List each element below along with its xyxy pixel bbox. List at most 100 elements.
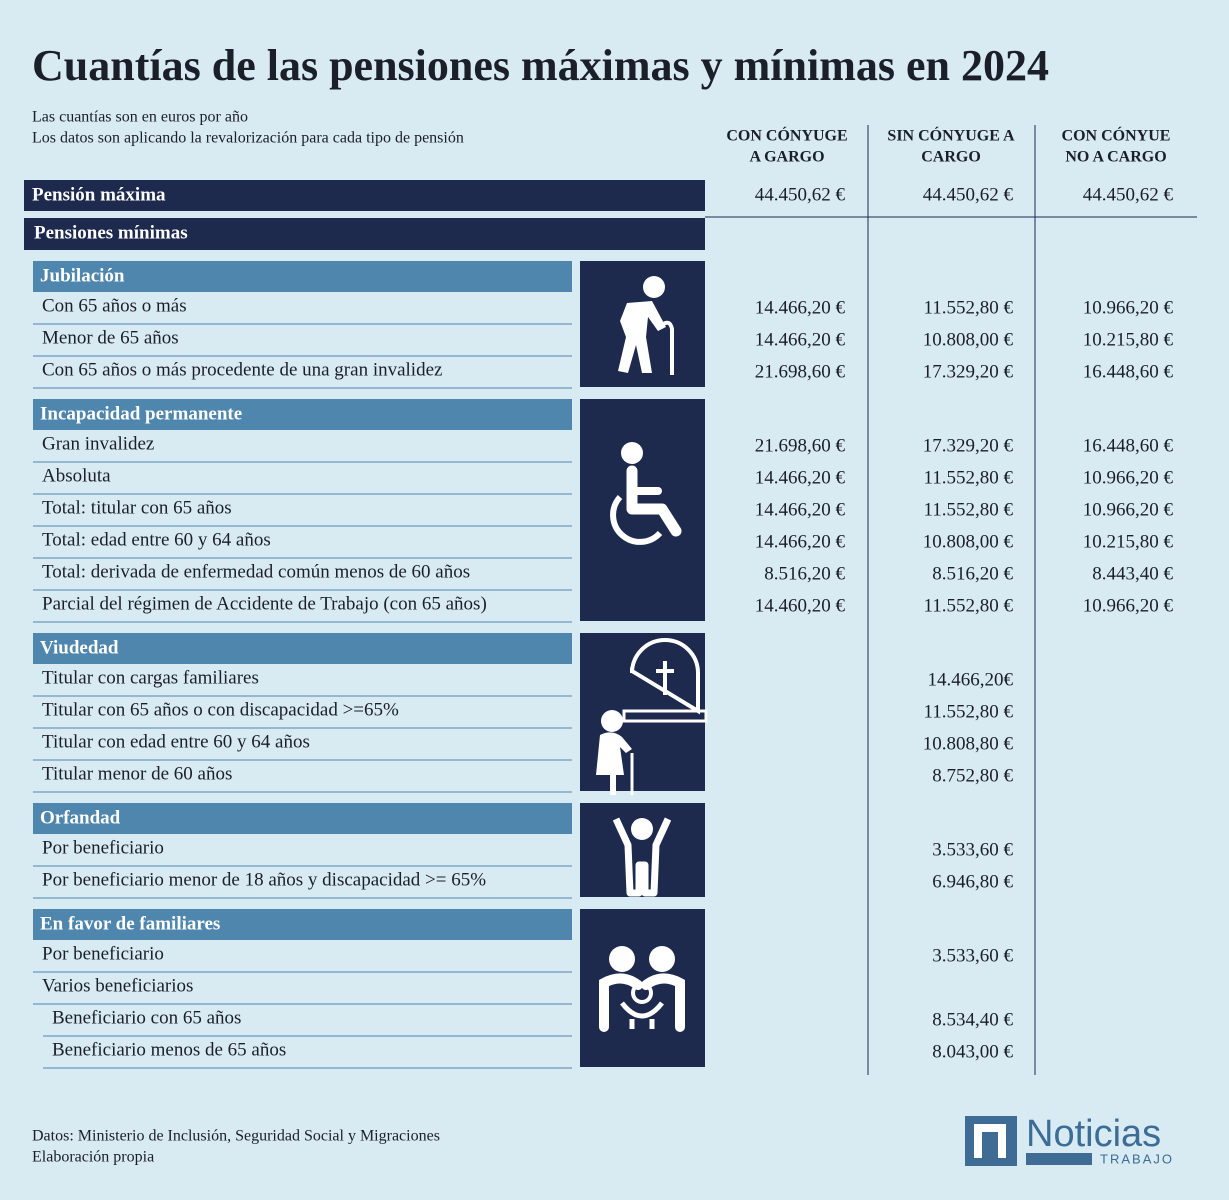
icon-shape bbox=[622, 709, 708, 723]
logo-box bbox=[965, 1116, 1017, 1166]
min-header: Pensiones mínimas bbox=[34, 222, 188, 243]
row-value: 16.448,60 € bbox=[1083, 361, 1174, 382]
row-value: 8.043,00 € bbox=[932, 1041, 1013, 1062]
row-label: Gran invalidez bbox=[42, 433, 154, 454]
icon-shape bbox=[649, 946, 675, 972]
icon-shape bbox=[596, 732, 632, 795]
logo-bar bbox=[1026, 1153, 1092, 1165]
row-value: 14.466,20€ bbox=[928, 669, 1014, 690]
section-header-bar bbox=[33, 909, 572, 940]
row-value: 14.460,20 € bbox=[755, 595, 846, 616]
column-header: NO A CARGO bbox=[1065, 149, 1166, 166]
row-value: 14.466,20 € bbox=[755, 531, 846, 552]
icon bbox=[618, 276, 674, 375]
row-label: Total: titular con 65 años bbox=[42, 497, 232, 518]
row-label: Por beneficiario menor de 18 años y disc… bbox=[42, 869, 486, 890]
logo-name: Noticias bbox=[1026, 1113, 1161, 1155]
icon-shape bbox=[609, 946, 635, 972]
section-title: Jubilación bbox=[40, 265, 125, 286]
section-title: Incapacidad permanente bbox=[40, 403, 242, 424]
row-label: Total: derivada de enfermedad común meno… bbox=[42, 561, 470, 582]
icon-shape bbox=[630, 638, 700, 715]
row-label: Beneficiario con 65 años bbox=[52, 1007, 241, 1028]
row-label: Parcial del régimen de Accidente de Trab… bbox=[42, 593, 487, 614]
logo-n bbox=[974, 1124, 1006, 1158]
max-value: 44.450,62 € bbox=[923, 184, 1014, 205]
max-row-bar bbox=[24, 180, 705, 211]
section-title: Viudedad bbox=[40, 637, 119, 658]
section-header-bar bbox=[33, 399, 572, 430]
row-value: 11.552,80 € bbox=[923, 499, 1013, 520]
row-label: Titular con cargas familiares bbox=[42, 667, 259, 688]
icon-shape bbox=[599, 973, 685, 1032]
row-label: Beneficiario menos de 65 años bbox=[52, 1039, 286, 1060]
column-header: CON CÓNYUE bbox=[1062, 126, 1171, 145]
row-value: 8.752,80 € bbox=[932, 765, 1013, 786]
row-value: 21.698,60 € bbox=[755, 435, 846, 456]
section-header-bar bbox=[33, 803, 572, 834]
column-header: A GARGO bbox=[749, 149, 824, 166]
max-value: 44.450,62 € bbox=[755, 184, 846, 205]
row-value: 14.466,20 € bbox=[755, 297, 846, 318]
row-value: 10.215,80 € bbox=[1083, 531, 1174, 552]
row-value: 10.966,20 € bbox=[1083, 499, 1174, 520]
note: Las cuantías son en euros por año bbox=[32, 109, 248, 126]
row-value: 10.808,00 € bbox=[923, 329, 1014, 350]
row-value: 8.516,20 € bbox=[764, 563, 845, 584]
row-value: 10.966,20 € bbox=[1083, 595, 1174, 616]
max-value: 44.450,62 € bbox=[1083, 184, 1174, 205]
icon-shape bbox=[660, 320, 674, 375]
section-title: En favor de familiares bbox=[40, 913, 220, 934]
row-label: Por beneficiario bbox=[42, 943, 164, 964]
row-value: 21.698,60 € bbox=[755, 361, 846, 382]
icon bbox=[612, 817, 672, 897]
row-label: Absoluta bbox=[42, 465, 111, 486]
row-value: 16.448,60 € bbox=[1083, 435, 1174, 456]
section-header-bar bbox=[33, 633, 572, 664]
icon-shape bbox=[656, 661, 674, 695]
row-value: 11.552,80 € bbox=[923, 467, 1013, 488]
icon bbox=[599, 946, 685, 1032]
row-label: Varios beneficiarios bbox=[42, 975, 193, 996]
row-label: Por beneficiario bbox=[42, 837, 164, 858]
column-header: CARGO bbox=[921, 149, 981, 166]
note: Los datos son aplicando la revalorizació… bbox=[32, 130, 464, 147]
icon-shape bbox=[610, 494, 663, 545]
row-value: 8.443,40 € bbox=[1092, 563, 1173, 584]
row-value: 14.466,20 € bbox=[755, 329, 846, 350]
row-value: 10.808,80 € bbox=[923, 733, 1014, 754]
row-label: Titular menor de 60 años bbox=[42, 763, 232, 784]
row-value: 17.329,20 € bbox=[923, 435, 1014, 456]
row-value: 11.552,80 € bbox=[923, 701, 1013, 722]
row-value: 3.533,60 € bbox=[932, 945, 1013, 966]
icon-shape bbox=[612, 817, 672, 897]
row-value: 10.966,20 € bbox=[1083, 467, 1174, 488]
row-value: 6.946,80 € bbox=[932, 871, 1013, 892]
row-value: 11.552,80 € bbox=[923, 297, 1013, 318]
title: Cuantías de las pensiones máximas y míni… bbox=[32, 41, 1049, 90]
row-label: Titular con edad entre 60 y 64 años bbox=[42, 731, 310, 752]
column-header: SIN CÓNYUGE A bbox=[887, 126, 1015, 145]
icon bbox=[610, 442, 682, 545]
row-label: Total: edad entre 60 y 64 años bbox=[42, 529, 271, 550]
row-value: 8.534,40 € bbox=[932, 1009, 1013, 1030]
section-title: Orfandad bbox=[40, 807, 121, 828]
icon-shape bbox=[601, 710, 623, 732]
row-value: 14.466,20 € bbox=[755, 467, 846, 488]
icon-shape bbox=[620, 1001, 664, 1029]
row-label: Titular con 65 años o con discapacidad >… bbox=[42, 699, 399, 720]
row-value: 3.533,60 € bbox=[932, 839, 1013, 860]
max-row-label: Pensión máxima bbox=[32, 184, 166, 205]
min-header-bar bbox=[24, 218, 705, 250]
source: Elaboración propia bbox=[32, 1149, 154, 1166]
logo-sub: TRABAJO bbox=[1100, 1151, 1174, 1166]
icon-shape bbox=[621, 442, 643, 464]
row-label: Con 65 años o más procedente de una gran… bbox=[42, 359, 442, 380]
logo: Noticias TRABAJO bbox=[965, 1113, 1174, 1166]
row-value: 14.466,20 € bbox=[755, 499, 846, 520]
row-value: 17.329,20 € bbox=[923, 361, 1014, 382]
row-value: 10.215,80 € bbox=[1083, 329, 1174, 350]
row-label: Menor de 65 años bbox=[42, 327, 179, 348]
source: Datos: Ministerio de Inclusión, Segurida… bbox=[32, 1128, 440, 1145]
